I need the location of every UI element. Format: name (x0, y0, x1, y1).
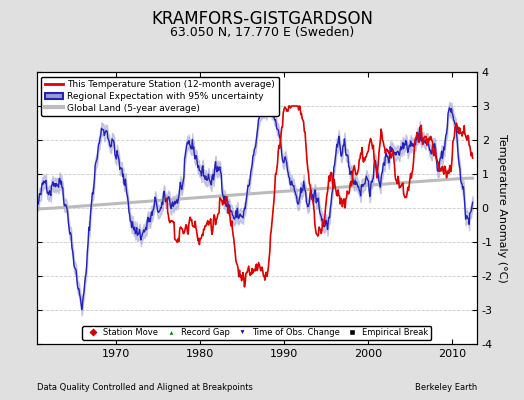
Y-axis label: Temperature Anomaly (°C): Temperature Anomaly (°C) (497, 134, 507, 282)
Legend: Station Move, Record Gap, Time of Obs. Change, Empirical Break: Station Move, Record Gap, Time of Obs. C… (82, 326, 431, 340)
Text: Data Quality Controlled and Aligned at Breakpoints: Data Quality Controlled and Aligned at B… (37, 383, 253, 392)
Text: KRAMFORS-GISTGARDSON: KRAMFORS-GISTGARDSON (151, 10, 373, 28)
Text: Berkeley Earth: Berkeley Earth (414, 383, 477, 392)
Text: 63.050 N, 17.770 E (Sweden): 63.050 N, 17.770 E (Sweden) (170, 26, 354, 39)
